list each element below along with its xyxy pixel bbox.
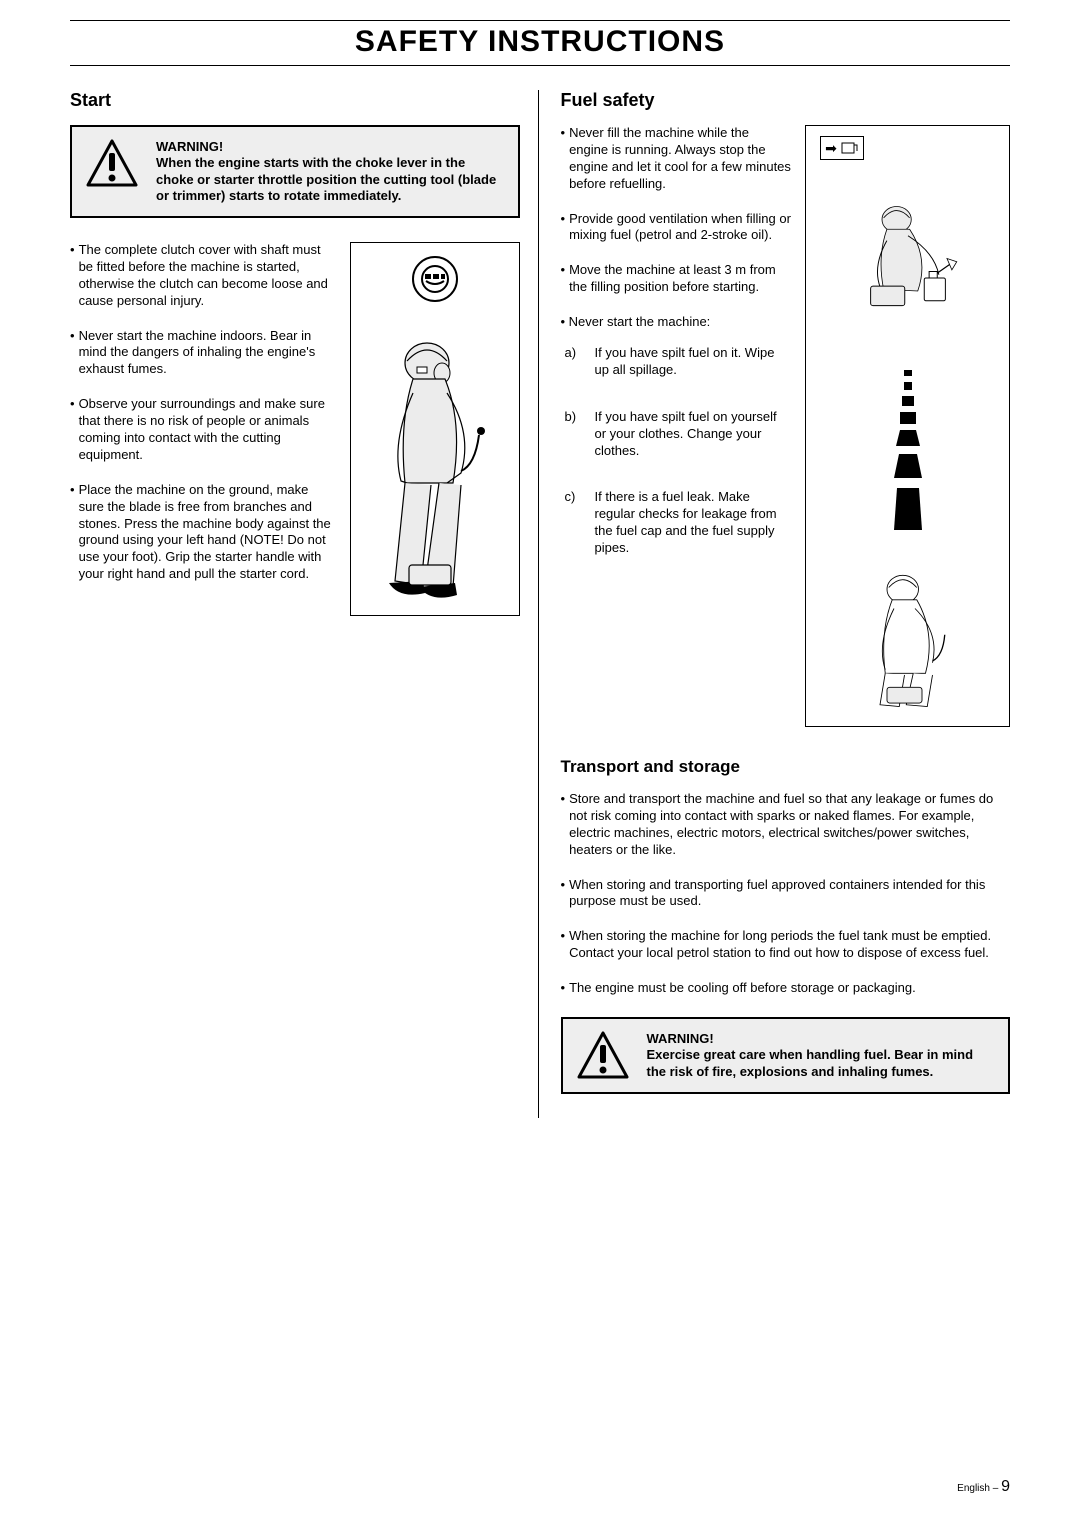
warning-label: WARNING! xyxy=(156,139,504,155)
bullet-item: •When storing and transporting fuel appr… xyxy=(561,877,1011,911)
right-column: Fuel safety •Never fill the machine whil… xyxy=(561,90,1011,1118)
left-column: Start WARNING! When the engine starts wi… xyxy=(70,90,539,1118)
bullet-item: •When storing the machine for long perio… xyxy=(561,928,1011,962)
bullet-item: •Observe your surroundings and make sure… xyxy=(70,396,336,464)
two-column-layout: Start WARNING! When the engine starts wi… xyxy=(70,90,1010,1118)
warning-label: WARNING! xyxy=(647,1031,995,1047)
warning-icon xyxy=(86,139,138,187)
bullet-item: •Provide good ventilation when filling o… xyxy=(561,211,792,245)
start-heading: Start xyxy=(70,90,520,111)
bullet-item: •The complete clutch cover with shaft mu… xyxy=(70,242,336,310)
transport-bullets: •Store and transport the machine and fue… xyxy=(561,791,1011,997)
clutch-icon xyxy=(411,255,459,303)
start-figure xyxy=(848,570,968,710)
bullet-item: •The engine must be cooling off before s… xyxy=(561,980,1011,997)
letter-item: a)If you have spilt fuel on it. Wipe up … xyxy=(561,345,792,379)
start-figures-panel xyxy=(350,242,520,616)
refuel-figure xyxy=(848,200,968,330)
fuel-warning-box: WARNING! Exercise great care when handli… xyxy=(561,1017,1011,1094)
letter-item: c)If there is a fuel leak. Make regular … xyxy=(561,489,792,557)
page-title: SAFETY INSTRUCTIONS xyxy=(70,25,1010,66)
bullet-item: •Move the machine at least 3 m from the … xyxy=(561,262,792,296)
fuel-bullets: •Never fill the machine while the engine… xyxy=(561,125,792,727)
start-person-figure xyxy=(365,333,505,603)
bullet-item: •Place the machine on the ground, make s… xyxy=(70,482,336,583)
warning-body: When the engine starts with the choke le… xyxy=(156,155,504,204)
pump-arrow-icon: ➡ xyxy=(820,136,864,160)
bullet-item: •Never start the machine indoors. Bear i… xyxy=(70,328,336,379)
distance-figure xyxy=(894,370,922,530)
bullet-item: •Never fill the machine while the engine… xyxy=(561,125,792,193)
bullet-item: • Never start the machine: xyxy=(561,314,792,331)
letter-item: b)If you have spilt fuel on yourself or … xyxy=(561,409,792,460)
page-footer: English – 9 xyxy=(70,1478,1010,1496)
bullet-item: •Store and transport the machine and fue… xyxy=(561,791,1011,859)
warning-icon xyxy=(577,1031,629,1079)
warning-body: Exercise great care when handling fuel. … xyxy=(647,1047,995,1080)
fuel-figures-panel: ➡ xyxy=(805,125,1010,727)
transport-heading: Transport and storage xyxy=(561,757,1011,777)
start-bullets: •The complete clutch cover with shaft mu… xyxy=(70,242,336,616)
fuel-heading: Fuel safety xyxy=(561,90,1011,111)
start-warning-box: WARNING! When the engine starts with the… xyxy=(70,125,520,218)
